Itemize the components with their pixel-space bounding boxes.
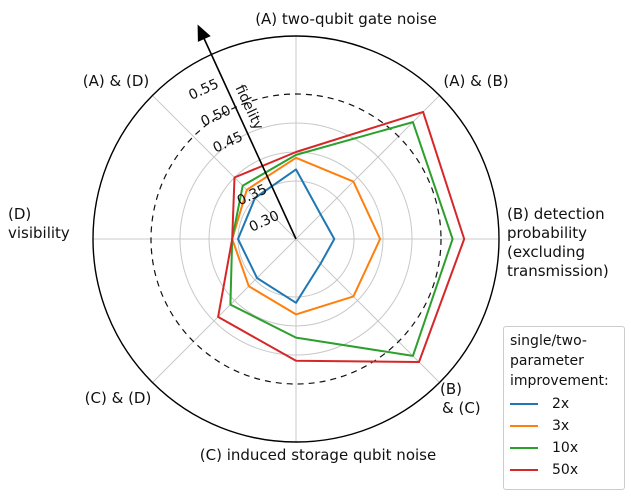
radial-tick-label: 0.55 — [186, 76, 221, 104]
legend-swatch — [510, 403, 538, 405]
axis-label-line: probability — [507, 224, 587, 242]
series-group — [217, 110, 466, 363]
axis-label: (B) detection probability (excluding transm… — [507, 205, 609, 280]
radial-tick-label: 0.30 — [247, 208, 282, 236]
radial-axis-label: fidelity — [232, 82, 267, 132]
axis-label: (A) & (B) — [443, 72, 508, 90]
legend-label: 3x — [552, 418, 570, 434]
legend-items: 2x 3x 10x 50x — [510, 393, 618, 481]
axis-label-line: (B) — [440, 380, 462, 398]
axis-label: (A) & (D) — [83, 72, 149, 90]
axis-label-line: (C) & (D) — [85, 389, 152, 407]
series-3x-line — [231, 156, 382, 316]
legend-swatch — [510, 425, 538, 427]
legend-swatch — [510, 469, 538, 471]
axis-label-line: (B) detection — [507, 205, 605, 223]
axis-label-line: (A) & (D) — [83, 72, 149, 90]
legend-swatch — [510, 447, 538, 449]
series-50x-line — [217, 110, 466, 363]
axis-label-line: (C) induced storage qubit noise — [200, 446, 436, 464]
outer-ring — [92, 35, 500, 443]
radial-tick-label: 0.50 — [198, 102, 233, 130]
legend-item-10x: 10x — [510, 437, 618, 459]
radial-arrowhead — [197, 24, 211, 42]
spoke-line — [152, 95, 297, 240]
legend-item-3x: 3x — [510, 415, 618, 437]
axis-label: (A) two-qubit gate noise — [255, 10, 437, 28]
axis-label: (C) & (D) — [85, 389, 152, 407]
legend: single/two- parameter improvement: 2x 3x 1… — [503, 326, 625, 490]
axis-label-line: (excluding — [507, 243, 585, 261]
legend-item-2x: 2x — [510, 393, 618, 415]
legend-item-50x: 50x — [510, 459, 618, 481]
radial-axis-line — [200, 31, 297, 240]
series-2x-line — [237, 168, 336, 304]
axis-label: (D) visibility — [8, 205, 70, 242]
legend-label: 2x — [552, 396, 570, 412]
series-10x-line — [229, 121, 454, 357]
axis-label: (C) induced storage qubit noise — [200, 446, 436, 464]
axis-label: (B) & (C) — [440, 380, 481, 417]
legend-label: 50x — [552, 462, 579, 478]
radial-tick-label: 0.45 — [211, 129, 246, 157]
axis-label-line: transmission) — [507, 262, 609, 280]
axis-label-line: & (C) — [442, 399, 481, 417]
spoke-line — [152, 238, 297, 383]
legend-label: 10x — [552, 440, 579, 456]
axis-label-line: (D) — [8, 205, 31, 223]
legend-title: single/two- parameter improvement: — [510, 333, 609, 389]
threshold-ring — [150, 93, 442, 385]
axis-labels: (A) two-qubit gate noise (A) & (B) (B) det… — [8, 10, 609, 464]
axis-label-line: (A) two-qubit gate noise — [255, 10, 437, 28]
radial-axis: 0.300.350.450.500.55 fidelity — [186, 24, 297, 240]
axis-label-line: (A) & (B) — [443, 72, 508, 90]
axis-label-line: visibility — [8, 224, 70, 242]
